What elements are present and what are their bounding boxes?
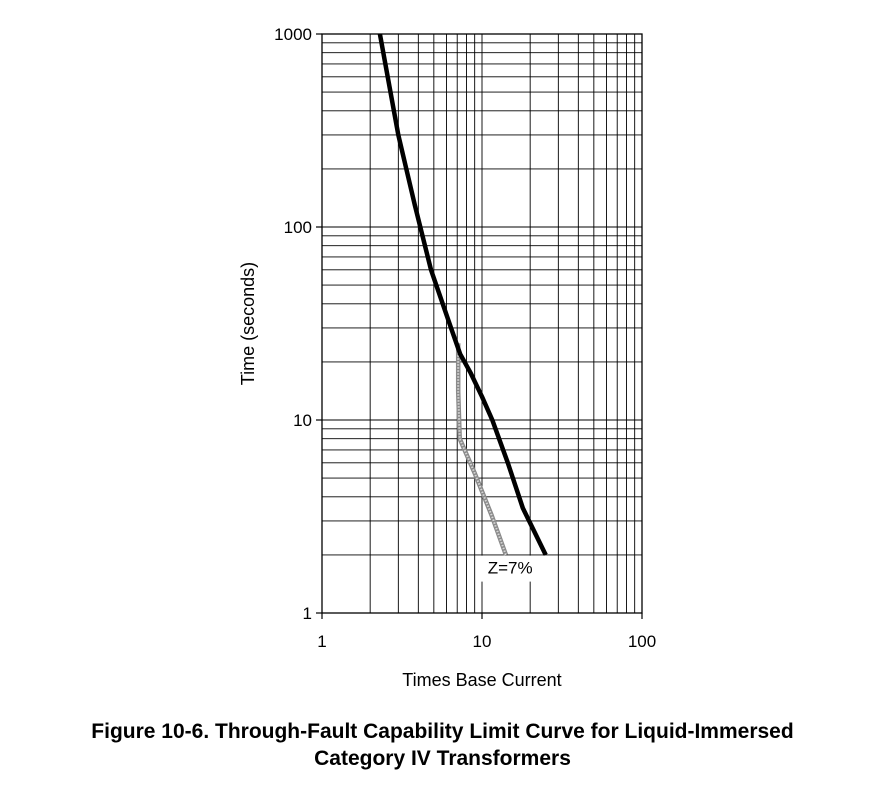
annotation-background [476, 555, 545, 582]
figure-caption-line-1: Figure 10-6. Through-Fault Capability Li… [91, 720, 794, 743]
tick-labels: 1 10 100 1 10 100 1000 [274, 25, 656, 651]
x-tick-label: 100 [628, 632, 656, 651]
y-tick-label: 10 [293, 411, 312, 430]
x-tick-label: 10 [473, 632, 492, 651]
y-axis-label: Time (seconds) [238, 262, 258, 385]
annotation-z7: Z=7% [488, 559, 533, 578]
curve-main [377, 33, 548, 556]
curves [377, 33, 548, 556]
figure-caption-line-2: Category IV Transformers [314, 747, 571, 770]
chart: Z=7% 1 10 100 1 10 100 1000 Times Base Current… [238, 25, 656, 690]
x-tick-label: 1 [317, 632, 326, 651]
grid-lines [322, 34, 642, 613]
y-tick-label: 1 [303, 604, 312, 623]
y-tick-label: 100 [284, 218, 312, 237]
x-axis-label: Times Base Current [402, 670, 561, 690]
y-tick-label: 1000 [274, 25, 312, 44]
curve-z7-hatch [457, 343, 507, 556]
